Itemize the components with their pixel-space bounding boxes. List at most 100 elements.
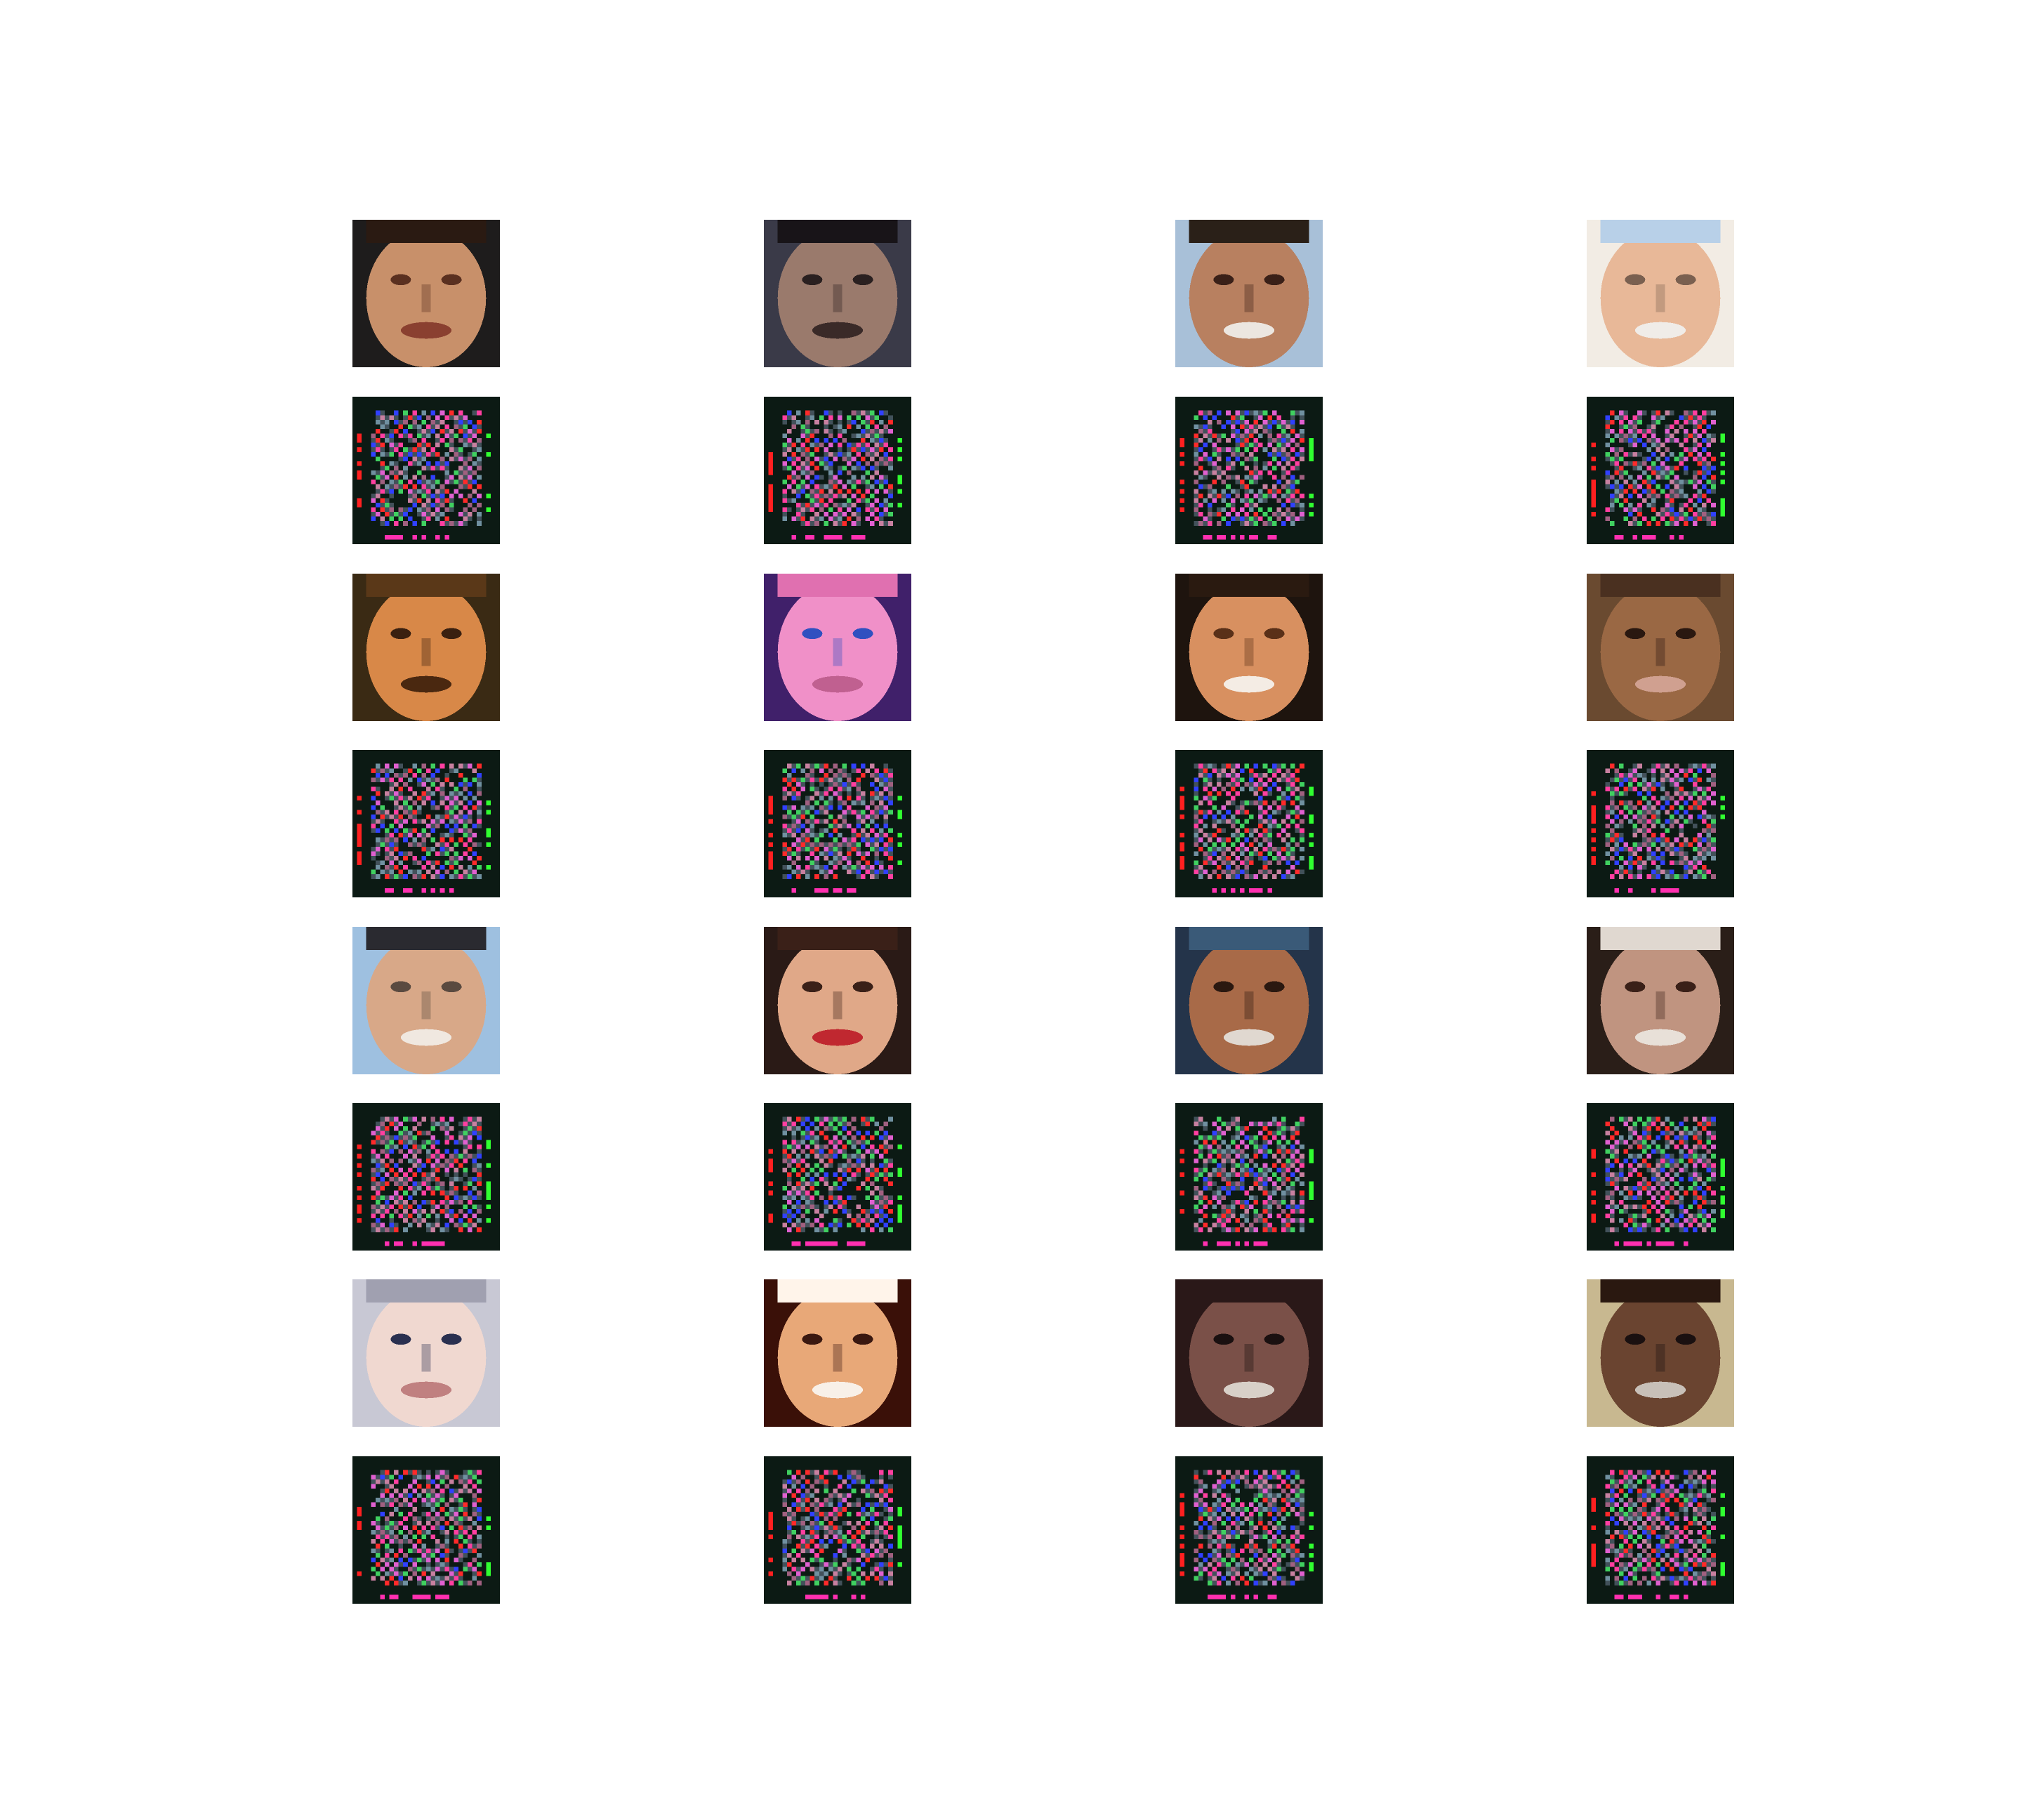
generated-pixel xyxy=(440,1470,445,1475)
generated-pixel xyxy=(1637,1135,1642,1140)
generated-pixel xyxy=(449,1213,454,1219)
generated-pixel xyxy=(1628,1116,1633,1122)
generated-pixel xyxy=(444,507,449,513)
generated-pixel xyxy=(786,1199,792,1205)
generated-pixel xyxy=(444,415,449,420)
generated-pixel xyxy=(435,777,440,782)
generated-pixel xyxy=(1605,480,1610,484)
generated-pixel xyxy=(421,846,426,852)
face-photo xyxy=(1587,220,1734,367)
generated-pixel xyxy=(1276,846,1281,852)
generated-pixel xyxy=(477,1479,482,1484)
generated-pixel xyxy=(819,484,824,489)
generated-pixel xyxy=(865,1218,870,1223)
generated-pixel xyxy=(874,791,880,796)
generated-pixel xyxy=(1688,763,1693,769)
generated-pixel xyxy=(1267,470,1272,475)
generated-pixel xyxy=(1679,851,1684,856)
generated-pixel xyxy=(1651,410,1656,416)
generated-pixel xyxy=(1244,1204,1249,1209)
generated-pixel xyxy=(1670,851,1674,856)
generated-pixel xyxy=(449,498,454,503)
generated-pixel xyxy=(472,1154,477,1159)
generated-pixel xyxy=(426,1511,431,1517)
bottom-pixel xyxy=(805,534,810,540)
generated-pixel xyxy=(1230,1116,1236,1122)
generated-pixel xyxy=(1605,1130,1610,1135)
generated-pixel xyxy=(1674,851,1679,856)
bottom-pixel xyxy=(1244,1241,1249,1246)
generated-pixel xyxy=(444,833,449,838)
generated-pixel xyxy=(1711,1172,1716,1177)
generated-pixel xyxy=(1276,768,1281,773)
generated-pixel xyxy=(874,470,880,475)
generated-pixel xyxy=(1679,1149,1684,1154)
generated-pixel xyxy=(426,1130,431,1135)
generated-pixel xyxy=(883,451,889,457)
generated-pixel xyxy=(468,1126,473,1131)
generated-pixel xyxy=(1641,1126,1647,1131)
generated-pixel xyxy=(1688,415,1693,420)
generated-pixel xyxy=(1670,869,1674,875)
generated-pixel xyxy=(860,828,866,833)
generated-pixel xyxy=(1230,768,1236,773)
generated-pixel xyxy=(449,1135,454,1140)
generated-pixel xyxy=(805,1126,810,1131)
generated-pixel xyxy=(1679,1186,1684,1191)
generated-pixel xyxy=(786,410,792,416)
generated-pixel xyxy=(421,516,426,522)
face-photo xyxy=(352,220,500,367)
generated-pixel xyxy=(1702,1190,1707,1196)
generated-pixel xyxy=(1267,851,1272,856)
generated-pixel xyxy=(819,865,824,870)
generated-pixel xyxy=(1605,1163,1610,1168)
generated-pixel xyxy=(1276,516,1281,522)
generated-pixel xyxy=(842,1145,847,1149)
generated-pixel xyxy=(1281,805,1286,810)
generated-pixel xyxy=(1198,1172,1203,1177)
edge-pixel-red xyxy=(1591,1154,1597,1159)
generated-pixel xyxy=(1207,433,1212,439)
generated-pixel xyxy=(440,1498,445,1503)
generated-pixel xyxy=(1632,1222,1638,1228)
generated-pixel xyxy=(1295,786,1300,792)
generated-pixel xyxy=(398,1177,404,1182)
generated-pixel xyxy=(1665,772,1670,778)
right-eye xyxy=(852,274,873,286)
generated-pixel xyxy=(1614,791,1619,796)
generated-pixel xyxy=(1207,456,1212,461)
generated-pixel xyxy=(421,1208,426,1214)
generated-pixel xyxy=(1706,777,1712,782)
generated-pixel xyxy=(819,1195,824,1200)
generated-pixel xyxy=(1281,1172,1286,1177)
generated-pixel xyxy=(463,1195,468,1200)
generated-pixel xyxy=(1286,489,1291,494)
generated-pixel xyxy=(856,869,861,875)
generated-pixel xyxy=(888,456,893,461)
generated-pixel xyxy=(398,1475,404,1479)
generated-pixel xyxy=(814,1172,819,1177)
generated-pixel xyxy=(444,1135,449,1140)
generated-pixel xyxy=(1711,419,1716,425)
generated-pixel xyxy=(1194,1177,1198,1182)
generated-pixel xyxy=(477,1511,482,1517)
generated-pixel xyxy=(1670,824,1674,829)
generated-pixel xyxy=(371,507,376,513)
generated-pixel xyxy=(888,874,893,879)
generated-pixel xyxy=(463,1530,468,1535)
generated-pixel xyxy=(888,1145,893,1149)
generated-pixel xyxy=(1230,1135,1236,1140)
generated-pixel xyxy=(800,782,806,787)
generated-pixel xyxy=(805,865,810,870)
generated-pixel xyxy=(1271,1154,1277,1159)
generated-pixel xyxy=(1711,438,1716,443)
generated-pixel xyxy=(1194,1121,1198,1126)
generated-pixel xyxy=(1674,521,1679,526)
edge-pixel-red xyxy=(768,493,774,499)
generated-pixel xyxy=(791,1140,796,1145)
generated-pixel xyxy=(444,424,449,429)
generated-pixel xyxy=(819,498,824,503)
generated-pixel xyxy=(800,869,806,875)
generated-pixel xyxy=(389,461,395,466)
generated-pixel xyxy=(800,521,806,526)
